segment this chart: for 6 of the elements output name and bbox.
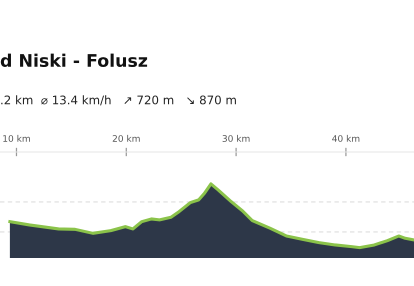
x-tick-label: 30 km: [222, 134, 250, 142]
x-tick-label: 40 km: [332, 134, 360, 142]
chart-title: d Niski - Folusz: [0, 54, 148, 68]
chart-subtitle: .2 km ⌀ 13.4 km/h ↗ 720 m ↘ 870 m: [1, 95, 236, 106]
x-tick-label: 20 km: [112, 134, 140, 142]
x-tick-label: 10 km: [3, 134, 30, 142]
